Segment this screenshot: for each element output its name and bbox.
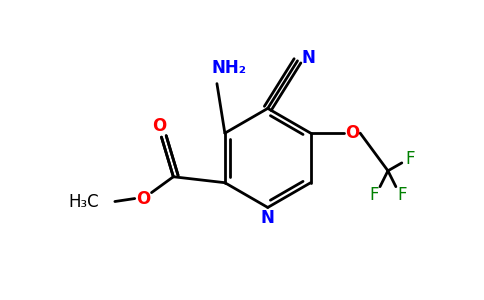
Text: N: N xyxy=(302,49,315,67)
Text: O: O xyxy=(152,117,166,135)
Text: F: F xyxy=(397,186,407,204)
Text: O: O xyxy=(136,190,151,208)
Text: NH₂: NH₂ xyxy=(212,59,246,77)
Text: O: O xyxy=(345,124,360,142)
Text: H₃C: H₃C xyxy=(68,193,99,211)
Text: F: F xyxy=(369,186,379,204)
Text: N: N xyxy=(261,209,275,227)
Text: F: F xyxy=(405,150,414,168)
